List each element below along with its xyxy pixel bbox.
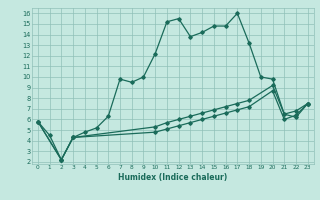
X-axis label: Humidex (Indice chaleur): Humidex (Indice chaleur) <box>118 173 228 182</box>
